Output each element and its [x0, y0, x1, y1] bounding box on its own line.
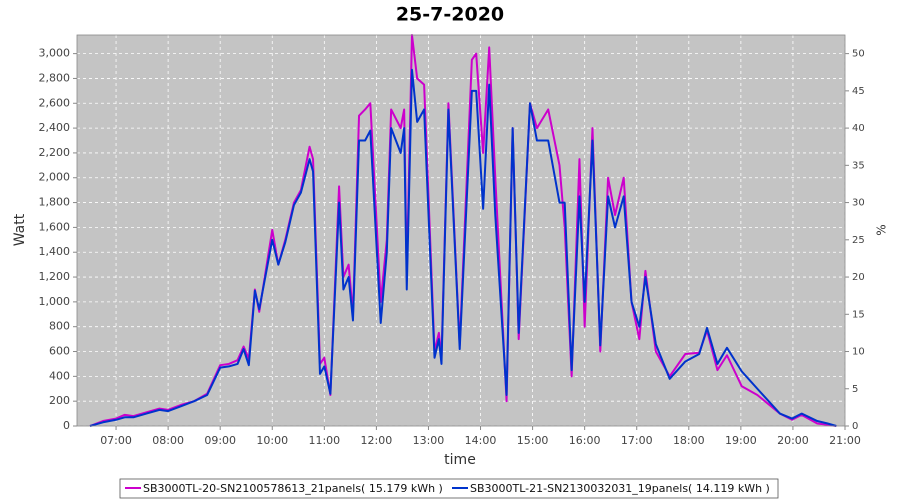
y-tick-label: 3,000: [39, 47, 71, 60]
legend-label: SB3000TL-21-SN2130032031_19panels( 14.11…: [470, 482, 770, 495]
y-tick-label: 600: [49, 345, 70, 358]
x-tick-label: 11:00: [308, 434, 340, 447]
x-axis-label: time: [444, 452, 476, 468]
legend: [119, 478, 779, 499]
y2-tick-label: 0: [852, 421, 858, 432]
x-tick-label: 13:00: [413, 434, 445, 447]
y-tick-label: 2,000: [39, 171, 71, 184]
x-tick-label: 12:00: [361, 434, 393, 447]
y-tick-label: 1,000: [39, 295, 71, 308]
series-line: [89, 68, 837, 427]
x-tick-label: 19:00: [725, 434, 757, 447]
x-tick-label: 21:00: [829, 434, 861, 447]
y-axis-label: Watt: [12, 213, 28, 246]
x-tick-label: 17:00: [621, 434, 653, 447]
x-tick-label: 09:00: [204, 434, 236, 447]
x-tick-label: 20:00: [777, 434, 809, 447]
y-tick-label: 2,200: [39, 146, 71, 159]
x-tick-label: 10:00: [256, 434, 288, 447]
y-tick-label: 400: [49, 369, 70, 382]
x-tick-label: 07:00: [100, 434, 132, 447]
y2-tick-label: 40: [852, 123, 865, 134]
y2-axis-label: %: [875, 224, 889, 235]
x-tick-label: 16:00: [569, 434, 601, 447]
chart-title: 25-7-2020: [396, 4, 504, 26]
y2-tick-label: 15: [852, 309, 865, 320]
y2-tick-label: 20: [852, 272, 865, 283]
y-tick-label: 1,400: [39, 245, 71, 258]
x-tick-label: 08:00: [152, 434, 184, 447]
y-tick-label: 1,200: [39, 270, 71, 283]
y-tick-label: 0: [63, 419, 70, 432]
y2-tick-label: 10: [852, 347, 865, 358]
y-tick-label: 1,600: [39, 220, 71, 233]
y2-tick-label: 50: [852, 49, 865, 60]
y2-tick-label: 30: [852, 198, 865, 209]
y-tick-label: 800: [49, 320, 70, 333]
legend-label: SB3000TL-20-SN2100578613_21panels( 15.17…: [143, 482, 443, 495]
y2-tick-label: 25: [852, 235, 865, 246]
y-tick-label: 2,800: [39, 71, 71, 84]
y2-tick-label: 5: [852, 384, 858, 395]
plot-border: [76, 34, 846, 427]
plot-area: [77, 35, 845, 426]
y2-tick-label: 45: [852, 86, 865, 97]
x-tick-label: 18:00: [673, 434, 705, 447]
y-tick-label: 2,400: [39, 121, 71, 134]
x-tick-label: 15:00: [517, 434, 549, 447]
x-tick-label: 14:00: [465, 434, 497, 447]
y-tick-label: 2,600: [39, 96, 71, 109]
y-tick-label: 200: [49, 394, 70, 407]
y-tick-label: 1,800: [39, 196, 71, 209]
y2-tick-label: 35: [852, 160, 865, 171]
